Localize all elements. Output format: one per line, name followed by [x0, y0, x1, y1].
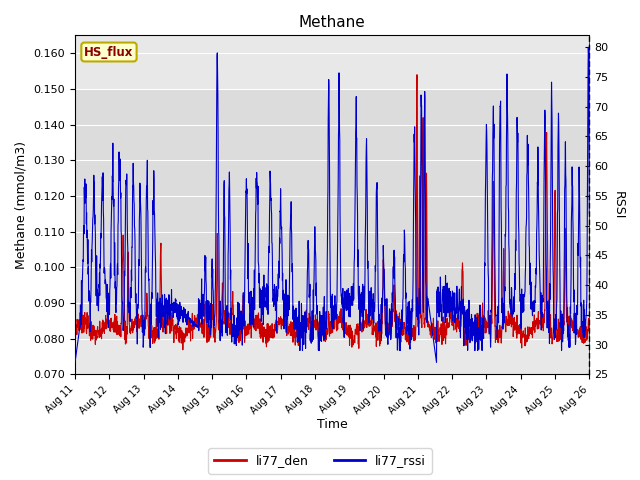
Bar: [75, 89, 589, 339]
Legend: li77_den, li77_rssi: li77_den, li77_rssi: [208, 448, 432, 474]
X-axis label: Time: Time: [317, 419, 348, 432]
Title: Methane: Methane: [299, 15, 365, 30]
Y-axis label: RSSI: RSSI: [612, 191, 625, 219]
Text: HS_flux: HS_flux: [84, 46, 134, 59]
Y-axis label: Methane (mmol/m3): Methane (mmol/m3): [15, 141, 28, 269]
